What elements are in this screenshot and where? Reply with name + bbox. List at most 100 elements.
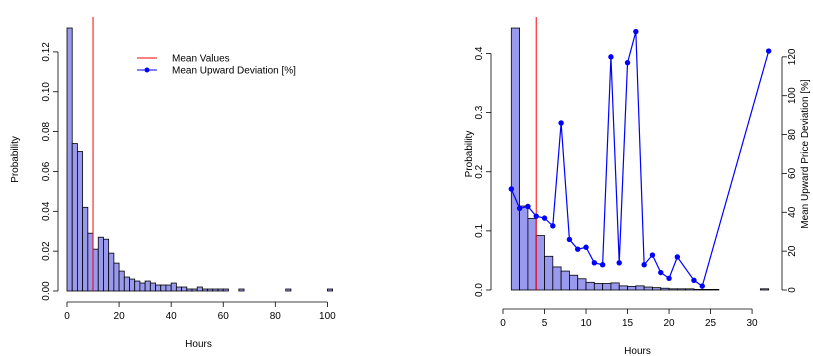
bar (676, 288, 687, 291)
bar (585, 281, 595, 291)
x-axis-title: Hours (185, 339, 212, 350)
y-tick-label: 0.08 (41, 121, 52, 141)
y-tick-label: 0.04 (41, 201, 52, 221)
bar (207, 288, 214, 292)
legend-item: Mean Upward Deviation [%] (137, 66, 296, 77)
x-tick-label: 30 (747, 318, 759, 329)
bar (165, 284, 172, 292)
deviation-point (591, 260, 598, 266)
bar (123, 276, 130, 292)
deviation-point (624, 59, 631, 66)
y-axis-title: Probability (464, 131, 475, 178)
bar (103, 238, 110, 292)
deviation-point (533, 213, 539, 219)
deviation-point (649, 252, 656, 258)
bar (560, 270, 570, 291)
legend-swatch-point (144, 67, 150, 73)
x-axis-title: Hours (624, 346, 651, 356)
bar (238, 288, 245, 292)
y2-axis-title: Mean Upward Price Deviation [%] (800, 79, 811, 229)
deviation-point (616, 260, 622, 266)
legend-item: Mean Values (137, 54, 230, 65)
bar (217, 288, 224, 292)
bar (668, 288, 678, 291)
deviation-point (765, 48, 772, 54)
y-tick-label: 0.00 (41, 281, 52, 301)
bar (134, 280, 141, 292)
bar (759, 288, 770, 291)
deviation-point (674, 254, 681, 260)
x-tick-label: 0 (64, 311, 70, 322)
bar (602, 283, 612, 291)
bar (660, 287, 670, 291)
bar (129, 278, 136, 292)
bar (544, 255, 554, 291)
x-tick-label: 15 (622, 318, 634, 329)
bar (710, 289, 720, 291)
bar (155, 284, 162, 292)
deviation-point (658, 269, 664, 276)
y-axis-title: Probability (10, 136, 21, 183)
y2-tick-label: 120 (787, 48, 798, 65)
bar (71, 143, 78, 292)
y2-tick-label: 100 (787, 87, 798, 104)
deviation-line (510, 31, 770, 288)
bar (593, 283, 604, 291)
bar (635, 285, 645, 291)
x-axis: 0 5 10 15 20 25 30 Hours (500, 308, 759, 356)
bar (170, 282, 177, 292)
x-tick-label: 40 (166, 311, 178, 322)
bar (87, 232, 94, 292)
bar (527, 218, 537, 291)
y2-tick-label: 20 (787, 245, 798, 257)
bar (222, 288, 229, 292)
bar (149, 282, 156, 292)
deviation-point (666, 275, 672, 282)
bar (97, 236, 104, 292)
bars (66, 27, 334, 292)
bar (643, 286, 653, 291)
right-histogram: 0 5 10 15 20 25 30 Hours 0.0 0.1 0.2 0.3 0.4 Probabil… (464, 17, 811, 356)
deviation-point (525, 203, 531, 210)
bar (196, 286, 203, 292)
deviation-series (508, 28, 772, 289)
bar (701, 289, 711, 291)
bar (569, 274, 579, 291)
bar (552, 266, 562, 291)
bar (191, 288, 198, 292)
bar (510, 27, 521, 291)
bar (144, 280, 151, 292)
y2-tick-label: 0 (787, 287, 798, 293)
bar (118, 270, 125, 292)
bar (186, 288, 193, 292)
deviation-point (516, 205, 523, 212)
y-tick-label: 0.06 (41, 161, 52, 181)
x-tick-label: 0 (500, 318, 506, 329)
bar (66, 27, 73, 292)
legend-label: Mean Upward Deviation [%] (172, 66, 296, 77)
deviation-point (583, 244, 589, 250)
bar (285, 288, 292, 292)
bars (510, 27, 770, 291)
deviation-point (566, 236, 573, 243)
deviation-point (508, 186, 515, 192)
bar (627, 286, 637, 291)
bar (181, 286, 188, 292)
y2-tick-label: 60 (787, 167, 798, 179)
deviation-point (608, 54, 614, 60)
y2-tick-label: 80 (787, 129, 798, 141)
y-tick-label: 0.02 (41, 241, 52, 261)
deviation-point (633, 28, 639, 35)
bar (92, 248, 99, 292)
y-tick-label: 0.12 (41, 42, 52, 62)
deviation-point (599, 262, 606, 268)
y-tick-label: 0.3 (474, 105, 485, 119)
deviation-point (691, 277, 697, 283)
bar (212, 288, 219, 292)
deviation-point (575, 246, 581, 252)
bar (577, 278, 587, 291)
bar (618, 285, 628, 291)
y2-tick-label: 40 (787, 206, 798, 218)
bar (693, 289, 703, 291)
